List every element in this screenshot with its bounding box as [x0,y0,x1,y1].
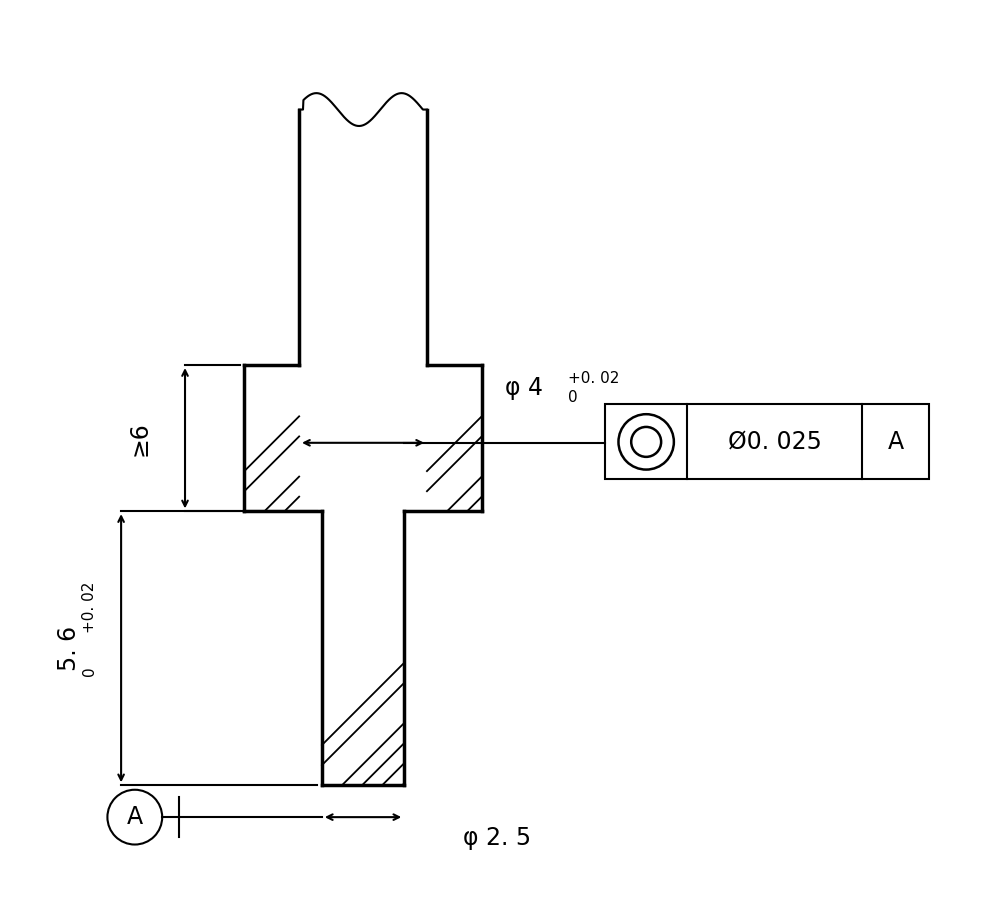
Text: 0: 0 [82,666,97,676]
Text: A: A [888,430,904,454]
Text: A: A [127,805,143,829]
Text: 5. 6: 5. 6 [57,625,81,671]
Text: φ 2. 5: φ 2. 5 [463,826,532,850]
Text: Ø0. 025: Ø0. 025 [728,430,822,454]
Text: φ 4: φ 4 [505,376,543,400]
Text: +0. 02: +0. 02 [568,372,620,386]
Text: 0: 0 [568,390,578,404]
Text: ≥6: ≥6 [127,421,151,456]
Text: +0. 02: +0. 02 [82,582,97,633]
